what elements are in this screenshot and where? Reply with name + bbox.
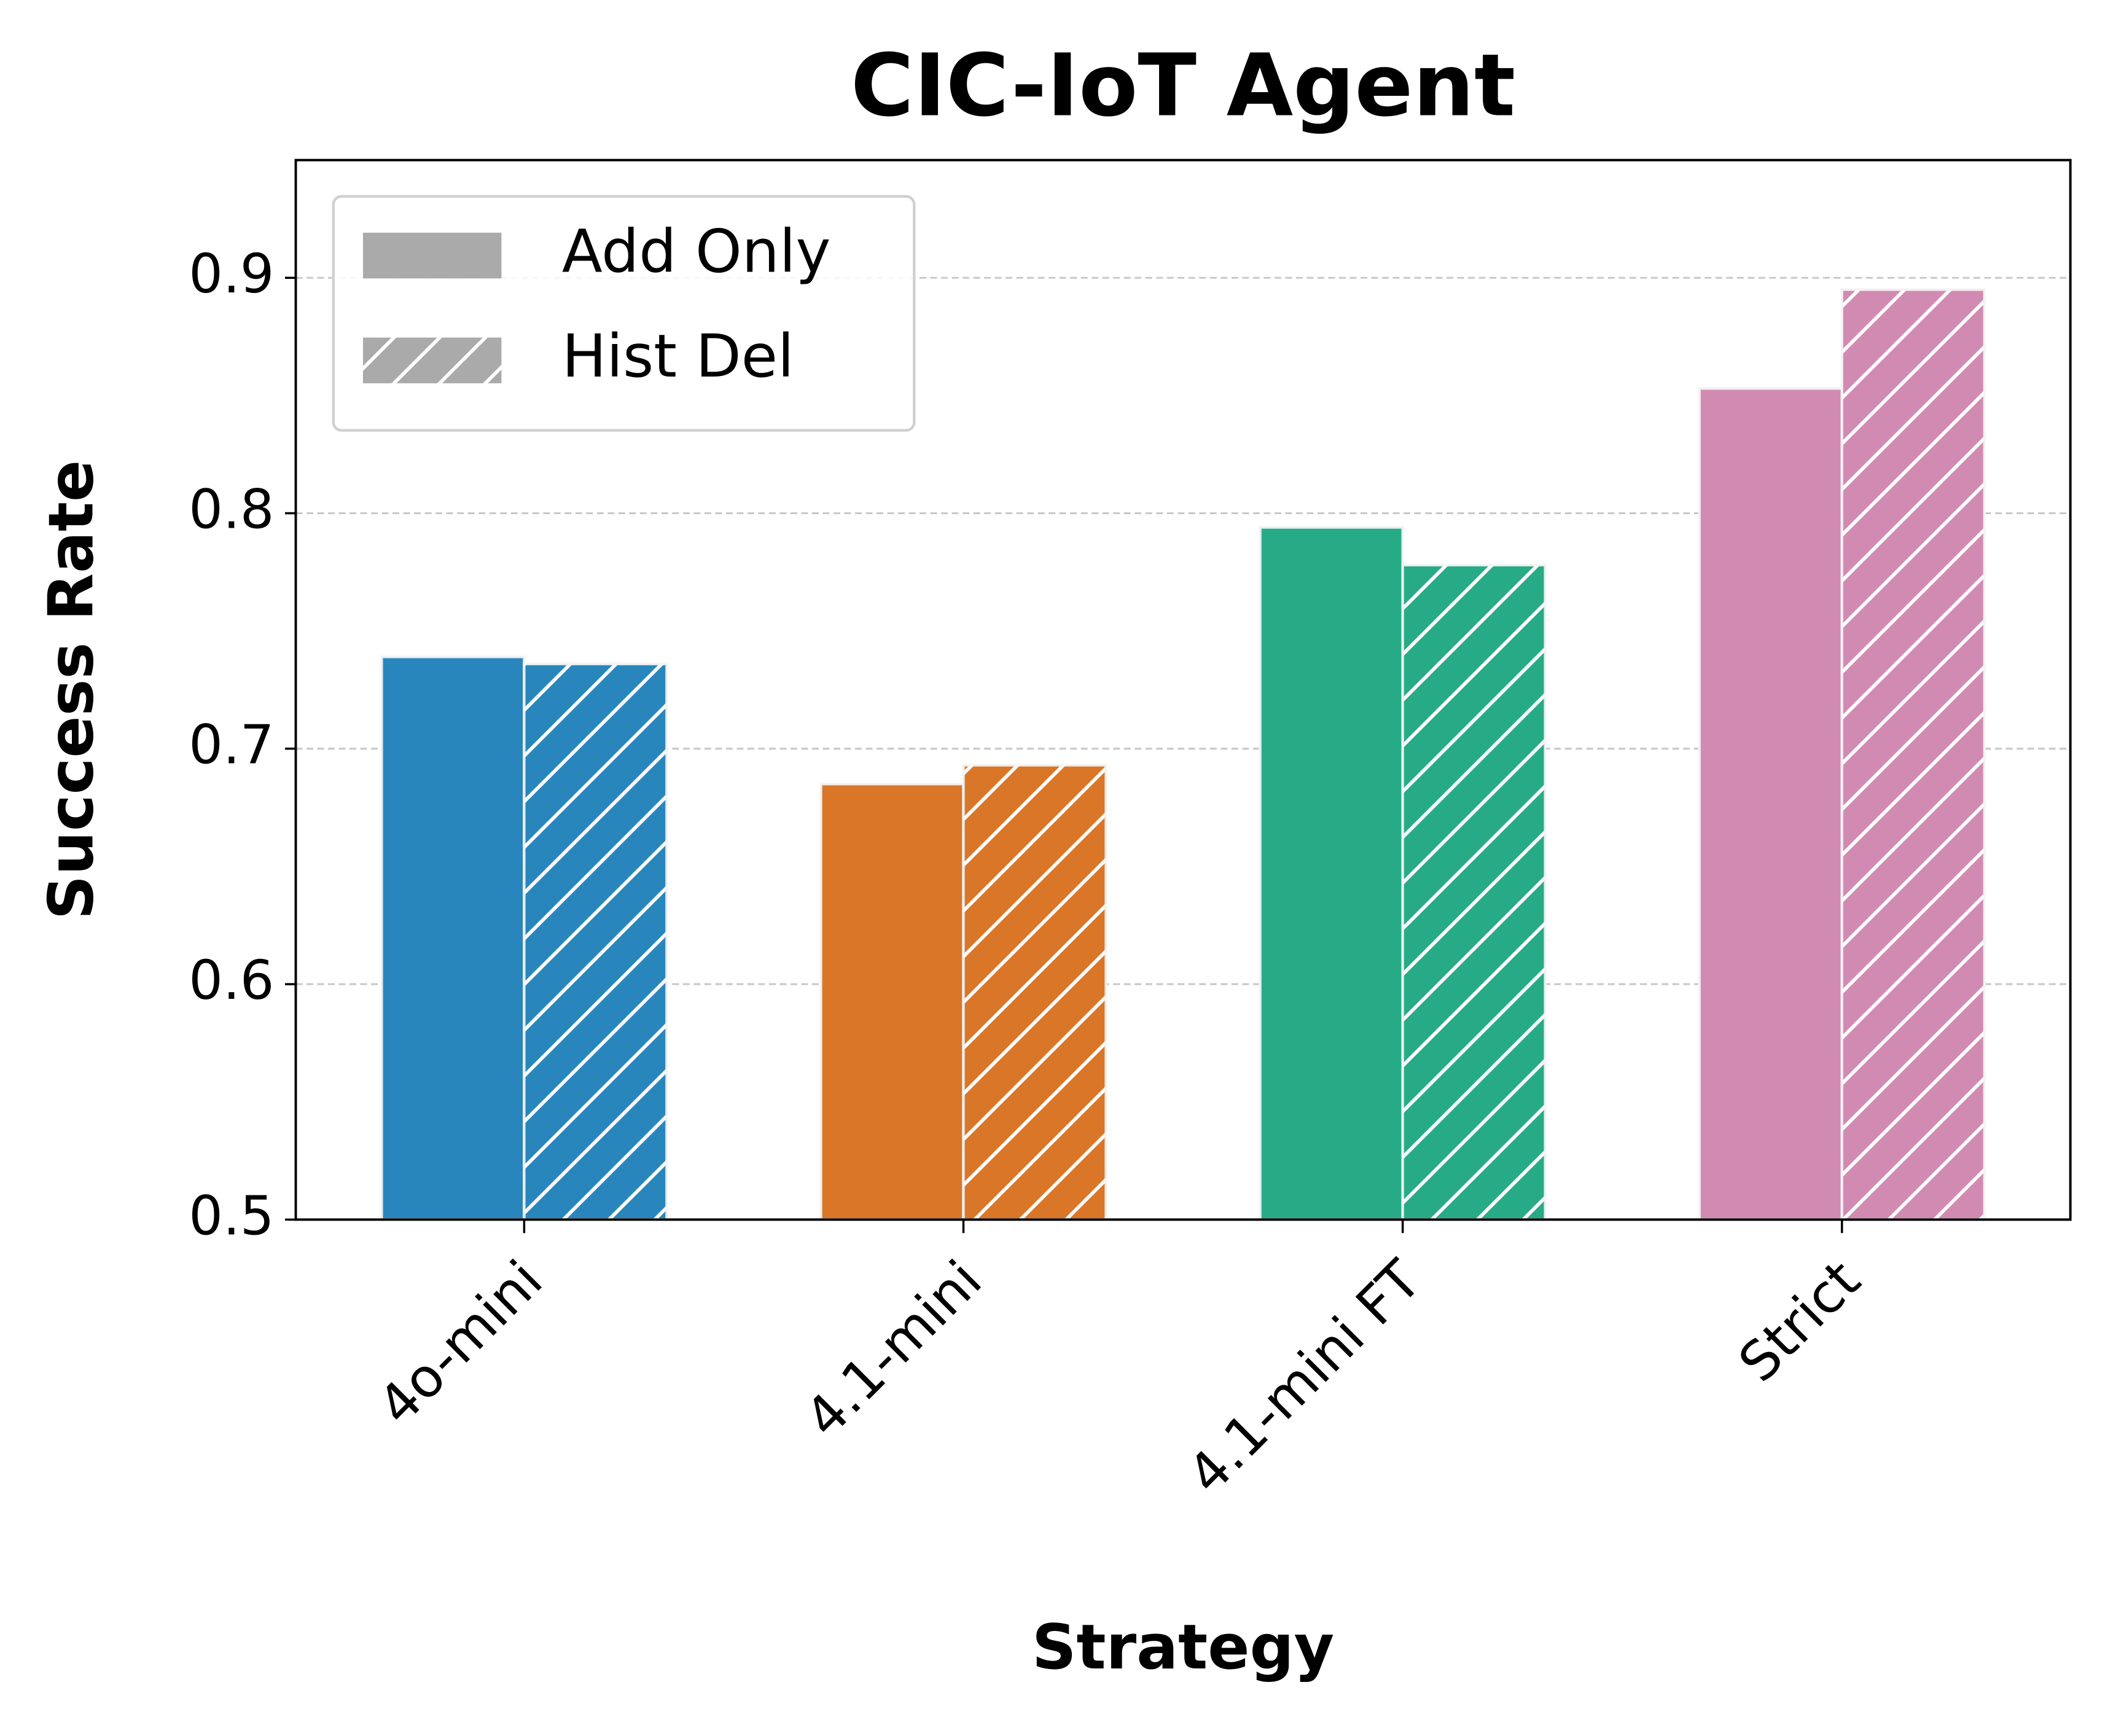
legend-swatch (362, 232, 502, 279)
y-tick-label: 0.5 (189, 1184, 274, 1247)
bar (1840, 288, 1986, 1221)
y-tick-label: 0.8 (189, 478, 274, 541)
bar (380, 655, 526, 1221)
y-tick-label: 0.7 (189, 714, 274, 776)
plot-frame (294, 158, 2072, 1221)
chart-title: CIC-IoT Agent (851, 36, 1515, 136)
legend: Add Only Hist Del (332, 195, 916, 432)
legend-label: Add Only (562, 217, 831, 286)
x-tick-label: 4.1-mini (793, 1249, 994, 1450)
x-axis-label: Strategy (1032, 1611, 1334, 1683)
x-tick-label: Strict (1727, 1249, 1872, 1394)
x-tick-label: 4o-mini (366, 1249, 555, 1437)
bar (523, 662, 668, 1221)
legend-swatch (362, 337, 502, 383)
bar (1401, 563, 1547, 1221)
y-tick-label: 0.9 (189, 243, 274, 305)
bar (1259, 526, 1404, 1221)
legend-label: Hist Del (562, 322, 794, 391)
y-tick-label: 0.6 (189, 949, 274, 1012)
bar (1698, 387, 1844, 1221)
y-axis-label: Success Rate (35, 460, 107, 920)
bar (962, 764, 1107, 1221)
x-tick-label: 4.1-mini FT (1176, 1248, 1433, 1506)
bar (819, 783, 965, 1221)
